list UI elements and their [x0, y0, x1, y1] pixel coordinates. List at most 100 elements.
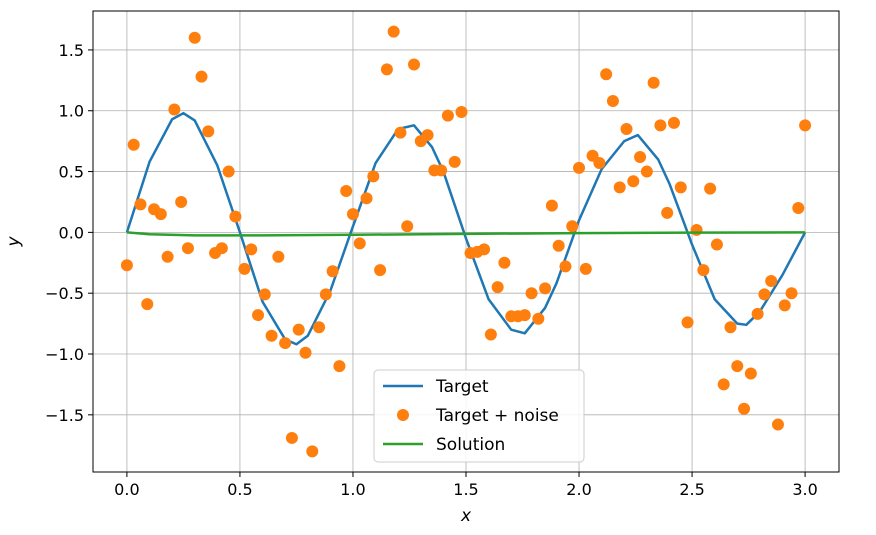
plot-area — [120, 25, 812, 458]
scatter-point — [613, 181, 626, 194]
legend-label-target-noise: Target + noise — [435, 406, 559, 426]
scatter-point — [441, 109, 454, 122]
scatter-point — [340, 185, 353, 198]
scatter-point — [401, 220, 414, 233]
scatter-point — [717, 378, 730, 391]
scatter-point — [181, 242, 194, 255]
legend: Target Target + noise Solution — [373, 369, 585, 463]
scatter-point — [478, 243, 491, 256]
scatter-point — [408, 58, 421, 71]
legend-swatch-target-noise — [397, 409, 409, 421]
x-tick-label: 3.0 — [792, 480, 817, 499]
scatter-point — [367, 170, 380, 183]
x-tick-label: 1.5 — [453, 480, 478, 499]
scatter-point — [539, 282, 552, 295]
y-tick-label: −1.5 — [45, 406, 84, 425]
scatter-point — [634, 150, 647, 163]
scatter-point — [620, 122, 633, 135]
scatter-point — [697, 264, 710, 277]
scatter-point — [690, 223, 703, 236]
scatter-point — [394, 126, 407, 139]
y-tick-label: 0.5 — [59, 163, 84, 182]
scatter-point — [380, 63, 393, 76]
ticks: 0.0 0.5 1.0 1.5 2.0 2.5 3.0 1.5 1.0 0.5 0.0 −0.5 −1.… — [45, 41, 818, 499]
scatter-point — [778, 299, 791, 312]
scatter-point — [319, 288, 332, 301]
scatter-point — [134, 198, 147, 211]
scatter-point — [285, 431, 298, 444]
scatter-point — [518, 309, 531, 322]
scatter-point — [127, 138, 140, 151]
scatter-point — [313, 321, 326, 334]
scatter-point — [448, 155, 461, 168]
scatter-point — [640, 165, 653, 178]
scatter-point — [435, 164, 448, 177]
scatter-point — [292, 323, 305, 336]
x-tick-label: 1.0 — [340, 480, 365, 499]
legend-entry-target: Target — [383, 377, 489, 397]
scatter-point — [279, 337, 292, 350]
scatter-point — [799, 119, 812, 132]
scatter-point — [681, 316, 694, 329]
scatter-point — [245, 243, 258, 256]
scatter-point — [744, 367, 757, 380]
y-tick-label: 0.0 — [59, 223, 84, 242]
x-axis-label: x — [460, 506, 472, 526]
y-tick-label: −1.0 — [45, 345, 84, 364]
scatter-point — [353, 237, 366, 250]
scatter-point — [258, 288, 271, 301]
x-tick-label: 0.5 — [227, 480, 252, 499]
scatter-point — [600, 68, 613, 81]
scatter-point — [491, 281, 504, 294]
scatter-point — [647, 76, 660, 89]
scatter-point — [455, 105, 468, 118]
scatter-point — [758, 288, 771, 301]
legend-label-target: Target — [435, 377, 489, 397]
scatter-point — [573, 161, 586, 174]
scatter-point — [559, 260, 572, 273]
scatter-point — [222, 165, 235, 178]
scatter-point — [731, 360, 744, 373]
scatter-point — [606, 95, 619, 108]
scatter-point — [154, 208, 167, 221]
x-tick-label: 2.5 — [679, 480, 704, 499]
scatter-point — [229, 210, 242, 223]
series-line-target — [125, 111, 807, 346]
scatter-point — [785, 287, 798, 300]
scatter-point — [346, 208, 359, 221]
scatter-point — [792, 202, 805, 215]
scatter-point — [360, 192, 373, 205]
scatter-point — [627, 175, 640, 188]
scatter-point — [374, 264, 387, 277]
y-tick-label: 1.0 — [59, 102, 84, 121]
scatter-point — [484, 328, 497, 341]
legend-entry-target-noise: Target + noise — [397, 406, 559, 426]
scatter-point — [238, 262, 251, 275]
scatter-point — [771, 418, 784, 431]
scatter-point — [421, 129, 434, 142]
scatter-point — [188, 31, 201, 44]
scatter-point — [593, 157, 606, 170]
scatter-point — [161, 250, 174, 263]
scatter-point — [168, 103, 181, 116]
scatter-point — [299, 346, 312, 359]
scatter-point — [710, 238, 723, 251]
scatter-point — [724, 321, 737, 334]
y-tick-label: −0.5 — [45, 284, 84, 303]
y-tick-label: 1.5 — [59, 41, 84, 60]
scatter-point — [141, 298, 154, 311]
scatter-point — [566, 220, 579, 233]
scatter-point — [751, 307, 764, 320]
scatter-point — [306, 445, 319, 458]
scatter-point — [175, 195, 188, 208]
scatter-point — [674, 181, 687, 194]
scatter-point — [272, 250, 285, 263]
scatter-point — [532, 312, 545, 325]
scatter-point — [265, 329, 278, 342]
scatter-point — [120, 259, 133, 272]
series-line-solution — [126, 231, 806, 237]
x-tick-label: 2.0 — [566, 480, 591, 499]
scatter-point — [215, 242, 228, 255]
legend-box — [373, 369, 585, 463]
